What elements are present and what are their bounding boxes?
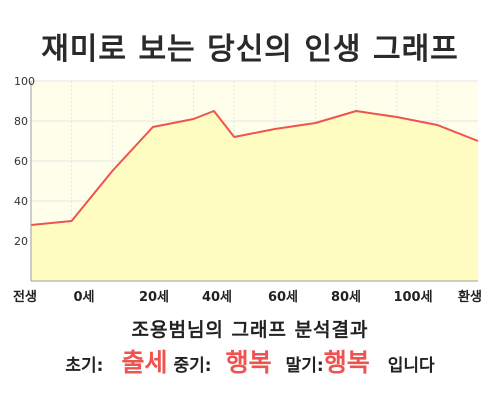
x-tick-label: 0세 — [73, 290, 94, 305]
x-tick-label: 전생 — [13, 289, 37, 305]
middle-value: 행복 — [225, 348, 272, 377]
analysis-summary: 초기: 출세 중기: 행복 말기:행복 입니다 — [0, 346, 500, 380]
y-tick-label: 40 — [14, 195, 28, 208]
series-line — [30, 110, 479, 226]
axes — [30, 81, 478, 282]
early-value: 출세 — [121, 348, 168, 377]
x-tick-label: 환생 — [458, 289, 482, 305]
x-tick-label: 100세 — [393, 290, 432, 305]
area-fill — [31, 111, 478, 281]
x-tick-label: 20세 — [139, 290, 169, 305]
x-tick-label: 60세 — [268, 290, 298, 305]
late-label: 말기: — [285, 356, 324, 376]
analysis-title: 조용범님의 그래프 분석결과 — [131, 319, 369, 341]
late-value: 행복 — [323, 348, 370, 377]
y-tick-label: 100 — [14, 75, 35, 88]
x-tick-label: 40세 — [202, 290, 232, 305]
y-tick-label: 80 — [14, 115, 28, 128]
y-tick-label: 60 — [14, 155, 28, 168]
x-tick-label: 80세 — [331, 290, 361, 305]
y-tick-label: 20 — [14, 235, 28, 248]
x-tick-labels: 전생 0세 20세 40세 60세 80세 100세 환생 — [13, 289, 482, 305]
suffix-text: 입니다 — [387, 356, 435, 376]
y-tick-labels: 20 40 60 80 100 — [14, 75, 35, 248]
early-label: 초기: — [65, 356, 104, 376]
chart-title: 재미로 보는 당신의 인생 그래프 — [41, 32, 459, 67]
middle-label: 중기: — [173, 356, 212, 376]
